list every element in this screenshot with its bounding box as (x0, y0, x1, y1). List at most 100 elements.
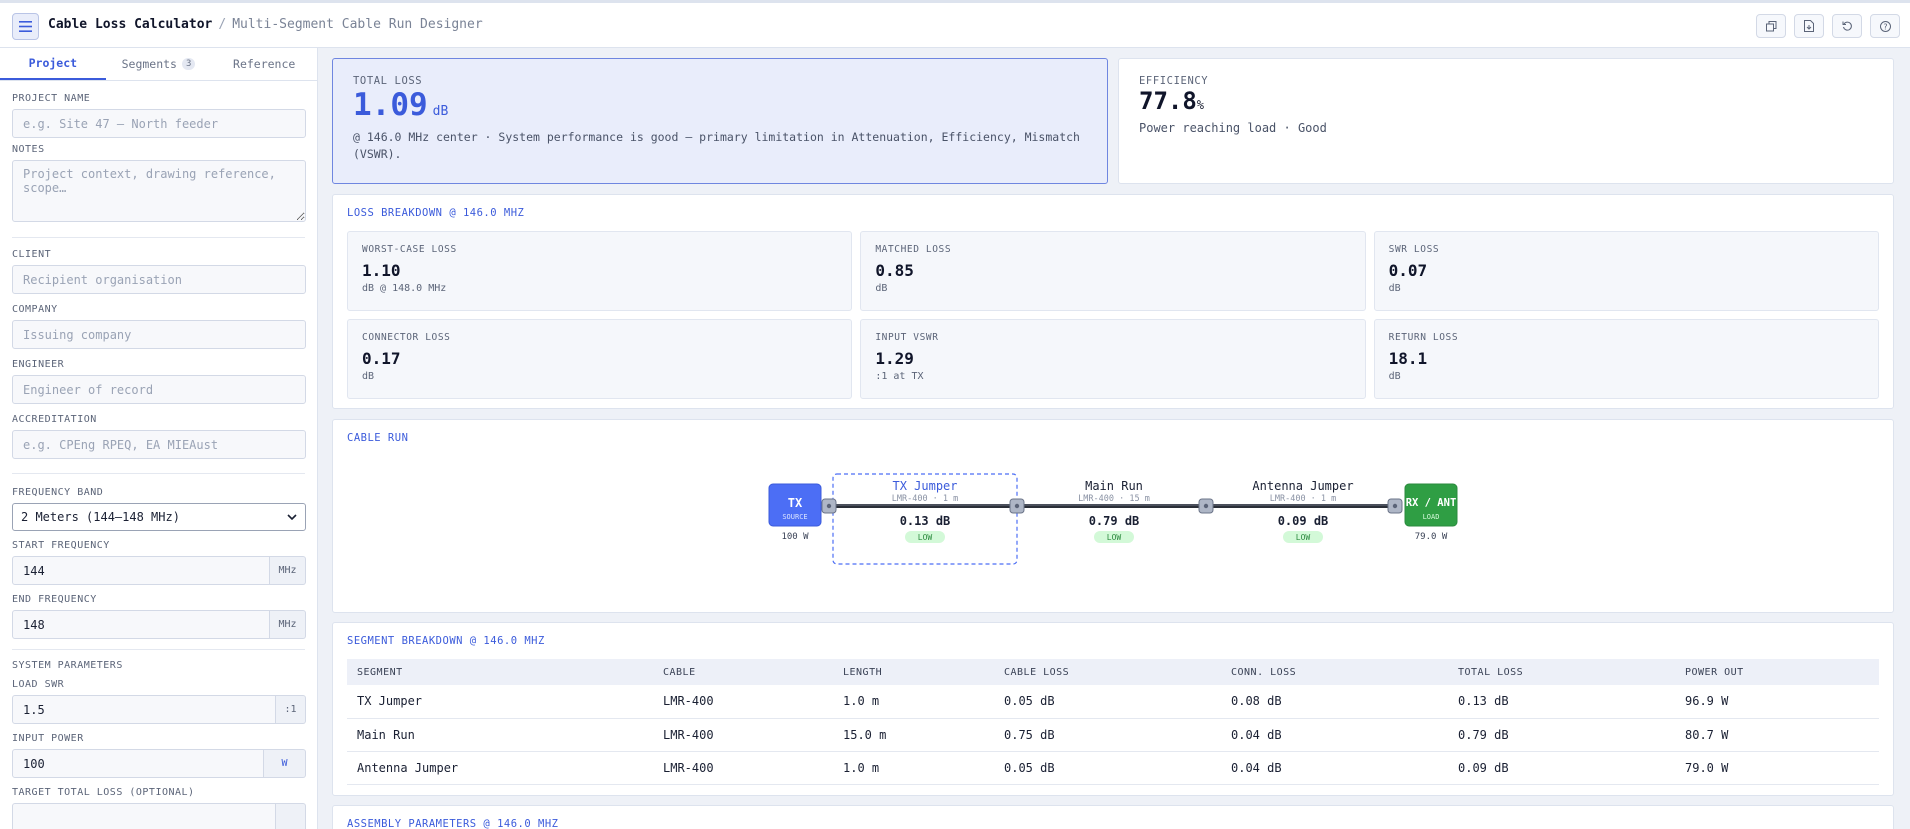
column-header: TOTAL LOSS (1448, 659, 1675, 685)
metric-grid: WORST-CASE LOSS 1.10 dB @ 148.0 MHz MATCHED… (347, 231, 1879, 399)
table-cell: LMR-400 (653, 718, 833, 752)
table-row[interactable]: TX Jumper LMR-400 1.0 m 0.05 dB 0.08 dB 0.13 … (347, 685, 1879, 719)
app-subtitle: Multi-Segment Cable Run Designer (232, 17, 483, 32)
segment-loss: 0.13 dB (900, 514, 951, 528)
metric-tile: SWR LOSS 0.07 dB (1373, 231, 1879, 311)
engineer-input[interactable] (12, 375, 306, 404)
app-header: Cable Loss Calculator / Multi-Segment Ca… (0, 0, 1910, 48)
menu-button[interactable] (12, 13, 39, 40)
tab-label: Project (28, 56, 78, 70)
table-body: TX Jumper LMR-400 1.0 m 0.05 dB 0.08 dB 0.13 … (347, 685, 1879, 785)
metric-unit: :1 at TX (875, 371, 924, 382)
tab-label: Segments (121, 57, 177, 71)
connector-pin (1392, 503, 1398, 509)
accreditation-input[interactable] (12, 430, 306, 459)
metric-tile: MATCHED LOSS 0.85 dB (860, 231, 1366, 311)
svg-text:?: ? (1883, 22, 1887, 31)
metric-unit: dB (1388, 283, 1401, 294)
load-sublabel: LOAD (1423, 513, 1440, 521)
metric-value: 18.1 (1388, 349, 1428, 368)
metric-value: 0.17 (362, 349, 401, 368)
metric-unit: dB (1388, 371, 1401, 382)
segment-spec: LMR-400 · 1 m (892, 494, 959, 504)
metric-unit: dB @ 148.0 MHz (362, 283, 447, 294)
notes-textarea[interactable] (12, 160, 306, 222)
client-label: CLIENT (12, 249, 52, 260)
unit-label: MHz (270, 610, 306, 639)
start-frequency-input[interactable] (12, 556, 270, 585)
segment-name[interactable]: Main Run (1085, 479, 1143, 493)
unit-label: W (264, 749, 306, 778)
segment-spec: LMR-400 · 15 m (1078, 494, 1150, 504)
input-power-input[interactable] (12, 749, 264, 778)
efficiency-label: EFFICIENCY (1139, 75, 1209, 87)
reset-button[interactable] (1832, 14, 1862, 38)
table-cell: 0.05 dB (994, 685, 1221, 719)
segment-spec: LMR-400 · 1 m (1270, 494, 1337, 504)
segment-table: SEGMENT CABLE LENGTH CABLE LOSS CONN. LOSS TO… (347, 659, 1879, 785)
load-swr-label: LOAD SWR (12, 679, 65, 690)
hamburger-icon (19, 21, 32, 32)
source-label: TX (788, 496, 803, 510)
table-cell: 0.79 dB (1448, 718, 1675, 752)
load-node[interactable] (1404, 483, 1458, 527)
client-input[interactable] (12, 265, 306, 294)
company-input[interactable] (12, 320, 306, 349)
segment-rating-badge (905, 531, 945, 543)
segment-rating: LOW (918, 533, 933, 542)
metric-value: 0.85 (875, 261, 914, 280)
table-row[interactable]: Main Run LMR-400 15.0 m 0.75 dB 0.04 dB 0.79 … (347, 718, 1879, 752)
efficiency-unit: % (1196, 98, 1205, 112)
frequency-band-label: FREQUENCY BAND (12, 487, 104, 498)
assembly-parameters-card: ASSEMBLY PARAMETERS @ 146.0 MHZ (332, 805, 1894, 829)
total-loss-description: @ 146.0 MHz center · System performance … (353, 130, 1080, 161)
tab-reference[interactable]: Reference (211, 48, 317, 80)
target-total-loss-input[interactable] (12, 803, 276, 829)
segment-loss: 0.09 dB (1278, 514, 1329, 528)
load-label: RX / ANT (1406, 497, 1457, 509)
metric-label: SWR LOSS (1388, 244, 1440, 255)
selected-segment-outline[interactable] (832, 473, 1018, 565)
tab-project[interactable]: Project (0, 48, 106, 80)
table-cell: 0.04 dB (1221, 718, 1448, 752)
segment-name[interactable]: Antenna Jumper (1252, 479, 1353, 493)
table-row[interactable]: Antenna Jumper LMR-400 1.0 m 0.05 dB 0.04 dB… (347, 751, 1879, 785)
table-cell: Main Run (347, 718, 653, 752)
chevron-down-icon (287, 514, 297, 520)
source-power: 100 W (781, 532, 809, 542)
table-cell: 0.09 dB (1448, 751, 1675, 785)
cable-run-title: CABLE RUN (347, 432, 409, 444)
column-header: POWER OUT (1675, 659, 1879, 685)
load-swr-input[interactable] (12, 695, 276, 724)
efficiency-description: Power reaching load · Good (1139, 121, 1327, 135)
export-button[interactable] (1794, 14, 1824, 38)
table-cell: 0.13 dB (1448, 685, 1675, 719)
copy-icon (1765, 20, 1776, 31)
metric-label: INPUT VSWR (875, 332, 939, 343)
metric-tile: INPUT VSWR 1.29:1 at TX (860, 319, 1366, 399)
segment-breakdown-card: SEGMENT BREAKDOWN @ 146.0 MHZ SEGMENT CAB… (332, 622, 1894, 796)
connector-pin (1203, 503, 1209, 509)
reset-icon (1842, 21, 1852, 31)
efficiency-card: EFFICIENCY 77.8% Power reaching load · G… (1118, 58, 1894, 184)
help-button[interactable]: ? (1870, 14, 1900, 38)
divider (12, 649, 305, 650)
total-loss-unit: dB (432, 104, 449, 119)
tab-segments[interactable]: Segments 3 (106, 48, 212, 80)
table-cell: 1.0 m (833, 685, 994, 719)
frequency-band-select[interactable]: 2 Meters (144–148 MHz) (12, 503, 306, 531)
loss-breakdown-title: LOSS BREAKDOWN @ 146.0 MHZ (347, 207, 525, 219)
project-name-input[interactable] (12, 109, 306, 138)
metric-tile: WORST-CASE LOSS 1.10 dB @ 148.0 MHz (347, 231, 853, 311)
help-icon: ? (1879, 20, 1891, 32)
end-frequency-input[interactable] (12, 610, 270, 639)
end-frequency-label: END FREQUENCY (12, 594, 97, 605)
table-cell: Antenna Jumper (347, 751, 653, 785)
source-node[interactable] (768, 483, 822, 527)
copy-button[interactable] (1756, 14, 1786, 38)
total-loss-card: TOTAL LOSS 1.09 dB @ 146.0 MHz center · S… (332, 58, 1108, 184)
tab-label: Reference (233, 57, 296, 71)
segment-name[interactable]: TX Jumper (892, 479, 957, 493)
column-header: CABLE (653, 659, 833, 685)
